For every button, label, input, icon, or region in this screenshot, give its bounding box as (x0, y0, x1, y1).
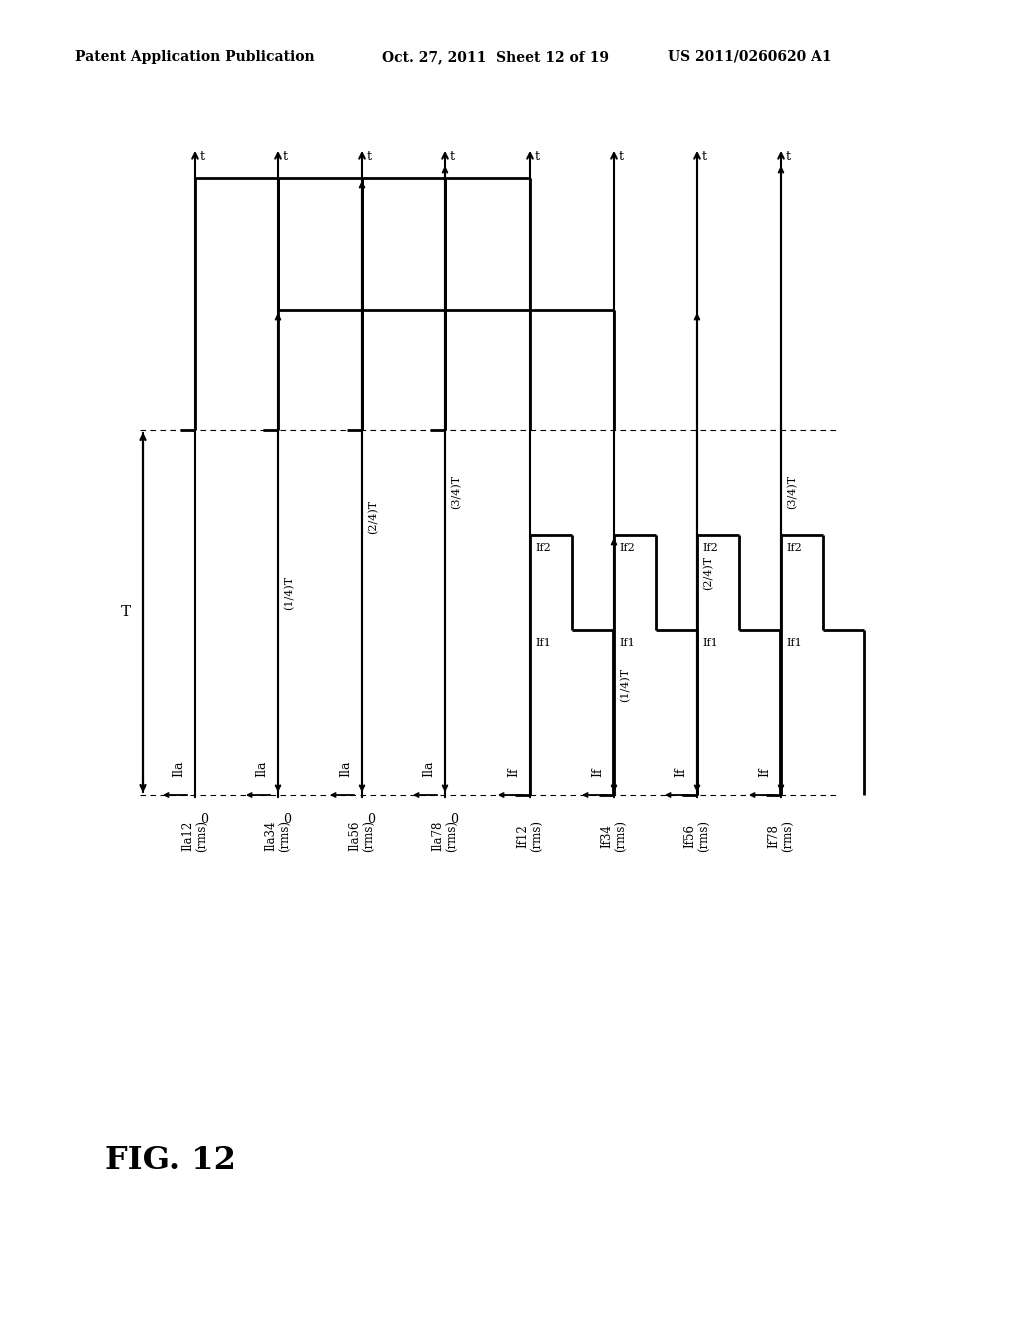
Text: If2: If2 (786, 543, 802, 553)
Text: Oct. 27, 2011  Sheet 12 of 19: Oct. 27, 2011 Sheet 12 of 19 (382, 50, 609, 63)
Text: t: t (200, 150, 205, 162)
Text: T: T (121, 606, 131, 619)
Text: Ila: Ila (422, 760, 435, 777)
Text: t: t (450, 150, 455, 162)
Text: Ila56
(rms): Ila56 (rms) (348, 820, 376, 851)
Text: t: t (702, 150, 707, 162)
Text: Ila34
(rms): Ila34 (rms) (264, 820, 292, 851)
Text: (2/4)T: (2/4)T (703, 556, 714, 590)
Text: Ila: Ila (339, 760, 352, 777)
Text: FIG. 12: FIG. 12 (105, 1144, 236, 1176)
Text: (1/4)T: (1/4)T (620, 668, 631, 702)
Text: Ila12
(rms): Ila12 (rms) (181, 820, 209, 851)
Text: If1: If1 (535, 638, 551, 648)
Text: (3/4)T: (3/4)T (451, 474, 462, 508)
Text: If78
(rms): If78 (rms) (767, 820, 795, 851)
Text: US 2011/0260620 A1: US 2011/0260620 A1 (668, 50, 831, 63)
Text: (3/4)T: (3/4)T (787, 474, 798, 508)
Text: 0: 0 (283, 813, 291, 826)
Text: (1/4)T: (1/4)T (284, 576, 294, 610)
Text: If2: If2 (535, 543, 551, 553)
Text: Ila: Ila (172, 760, 185, 777)
Text: Patent Application Publication: Patent Application Publication (75, 50, 314, 63)
Text: If: If (591, 767, 604, 777)
Text: t: t (786, 150, 791, 162)
Text: t: t (367, 150, 372, 162)
Text: 0: 0 (200, 813, 208, 826)
Text: If56
(rms): If56 (rms) (683, 820, 711, 851)
Text: If: If (674, 767, 687, 777)
Text: If1: If1 (786, 638, 802, 648)
Text: If1: If1 (702, 638, 718, 648)
Text: (2/4)T: (2/4)T (368, 499, 378, 533)
Text: If: If (507, 767, 520, 777)
Text: If: If (758, 767, 771, 777)
Text: If1: If1 (618, 638, 635, 648)
Text: Ila: Ila (255, 760, 268, 777)
Text: t: t (535, 150, 540, 162)
Text: If2: If2 (702, 543, 718, 553)
Text: t: t (283, 150, 288, 162)
Text: If34
(rms): If34 (rms) (600, 820, 628, 851)
Text: If2: If2 (618, 543, 635, 553)
Text: If12
(rms): If12 (rms) (516, 820, 544, 851)
Text: Ila78
(rms): Ila78 (rms) (431, 820, 459, 851)
Text: 0: 0 (450, 813, 458, 826)
Text: t: t (618, 150, 624, 162)
Text: 0: 0 (367, 813, 375, 826)
